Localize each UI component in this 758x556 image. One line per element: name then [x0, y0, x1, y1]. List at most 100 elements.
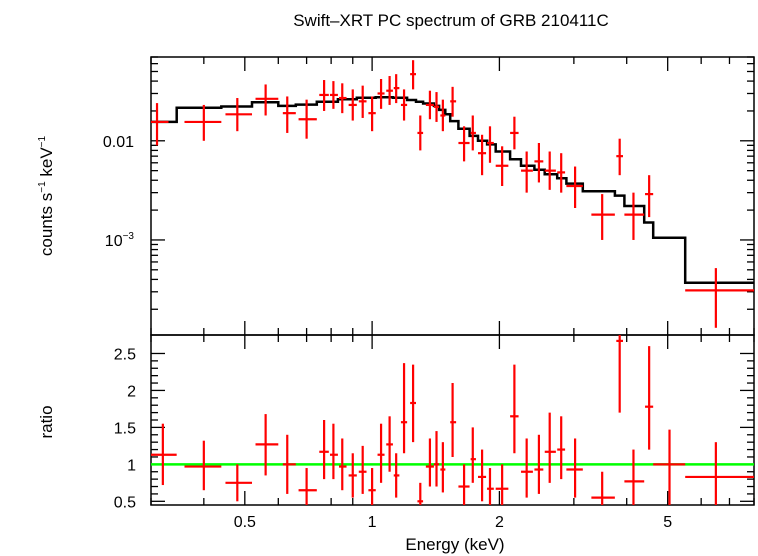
ratio-point — [282, 434, 296, 494]
spectrum-point — [450, 86, 457, 117]
spectrum-point — [358, 85, 367, 118]
ratio-point — [495, 464, 509, 505]
ratio-point — [377, 423, 385, 483]
y-tick-label-sup: −3 — [123, 231, 135, 242]
ratio-point — [470, 427, 476, 483]
ratio-point — [417, 482, 424, 505]
spectrum-point — [557, 153, 566, 193]
spectrum-point — [184, 104, 222, 141]
spectrum-point — [544, 151, 556, 190]
x-tick-label: 5 — [663, 514, 672, 531]
ratio-point — [255, 414, 279, 476]
ratio-point — [329, 423, 338, 480]
spectrum-point — [685, 268, 754, 328]
ratio-point — [298, 468, 317, 505]
spectrum-point — [417, 115, 424, 151]
spectrum-point — [255, 84, 279, 116]
spectrum-point — [410, 60, 417, 90]
spectrum-point — [591, 194, 615, 240]
ratio-data-points — [151, 335, 754, 505]
spectrum-point — [487, 126, 494, 163]
model-curve — [151, 95, 754, 285]
ratio-point — [566, 438, 583, 498]
ratio-point — [358, 445, 367, 494]
ratio-point — [653, 429, 686, 505]
ratio-point — [225, 464, 253, 502]
y-tick-label-base: 10 — [105, 233, 123, 250]
ratio-point — [425, 438, 434, 487]
ratio-panel: 0.5 1 1.5 2 2.5 ratio — [37, 334, 755, 511]
ratio-point — [151, 423, 177, 486]
ratio-point — [338, 438, 347, 491]
ratio-point — [184, 440, 222, 491]
ratio-point — [433, 431, 440, 487]
spectrum-point — [298, 99, 317, 139]
model-step-line — [151, 95, 754, 285]
ratio-point — [591, 471, 615, 505]
spectrum-point — [433, 92, 440, 122]
chart-title: Swift–XRT PC spectrum of GRB 210411C — [293, 11, 609, 30]
ylabel-sup1: −1 — [37, 181, 48, 193]
spectrum-point — [393, 74, 400, 104]
spectrum-point — [425, 90, 434, 120]
spectrum-point — [566, 166, 583, 209]
spectrum-point — [470, 115, 476, 151]
spectrum-point — [624, 192, 645, 240]
ratio-point — [624, 449, 645, 505]
ratio-point — [386, 416, 393, 472]
ratio-axis-ticks: 0.5 1 1.5 2 2.5 — [114, 335, 755, 511]
ratio-point — [487, 468, 494, 505]
spectrum-point — [645, 175, 654, 218]
ratio-point — [616, 335, 623, 413]
x-axis-label: Energy (keV) — [405, 535, 504, 554]
spectrum-point — [368, 96, 376, 132]
ratio-point — [368, 468, 376, 505]
y-tick-label-ratio: 1.5 — [114, 420, 136, 437]
ratio-point — [400, 363, 408, 454]
spectrum-point — [225, 98, 253, 132]
spectrum-point — [377, 78, 385, 109]
y-tick-label-ratio: 2.5 — [114, 346, 136, 363]
ratio-point — [410, 364, 417, 443]
x-tick-label: 0.5 — [234, 514, 256, 531]
ratio-point — [521, 438, 533, 498]
spectrum-point — [400, 89, 408, 121]
ratio-point — [478, 449, 487, 502]
ratio-point — [534, 434, 544, 494]
spectrum-point — [495, 146, 509, 187]
x-tick-label: 1 — [368, 514, 377, 531]
spectrum-data-points — [151, 60, 754, 328]
ylabel-mid: keV — [37, 147, 56, 182]
ratio-point — [319, 420, 329, 480]
spectrum-point — [616, 138, 623, 176]
spectrum-point — [386, 76, 393, 105]
spectrum-point — [282, 96, 296, 133]
y-tick-label-base: 0.01 — [103, 134, 134, 151]
ratio-point — [348, 453, 357, 498]
spectrum-point — [510, 116, 519, 150]
ratio-y-axis-label: ratio — [37, 405, 56, 438]
ratio-point — [544, 412, 556, 483]
spectrum-point — [534, 143, 544, 183]
ratio-point — [440, 442, 446, 493]
spectrum-point — [440, 99, 446, 132]
ratio-point — [393, 453, 400, 498]
spectrum-axis-ticks: 0.01 10−3 — [103, 56, 755, 335]
spectrum-point — [458, 126, 470, 162]
ylabel-sup2: −1 — [37, 135, 48, 147]
y-tick-label-ratio: 1 — [127, 457, 136, 474]
spectrum-y-axis-label: counts s−1 keV−1 — [37, 135, 56, 256]
ratio-point — [510, 364, 519, 454]
ylabel-main: counts s — [37, 193, 56, 256]
y-tick-label-ratio: 2 — [127, 383, 136, 400]
x-tick-labels: 0.5 1 2 5 — [234, 514, 673, 531]
y-tick-label-ratio: 0.5 — [114, 494, 136, 511]
spectrum-point — [478, 134, 487, 176]
spectrum-point — [329, 81, 338, 109]
ratio-point — [685, 442, 754, 505]
x-tick-label: 2 — [495, 514, 504, 531]
ratio-point — [458, 464, 470, 505]
ratio-point — [450, 383, 457, 457]
